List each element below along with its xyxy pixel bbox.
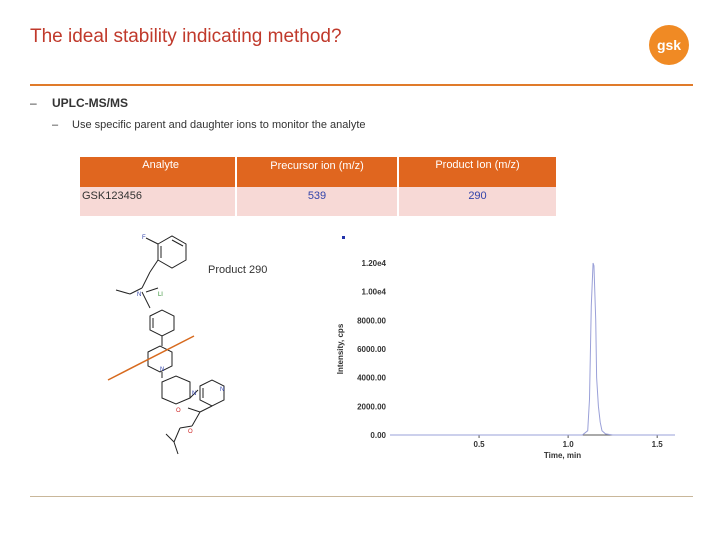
bullet-level-1-text: UPLC-MS/MS [52,96,128,110]
atom-label: N [220,387,224,393]
y-tick-label: 2000.00 [357,402,386,411]
atom-label: Ll [158,292,163,298]
y-tick-label: 4000.00 [357,374,386,383]
bullet-level-1: – UPLC-MS/MS [30,96,128,110]
x-tick-label: 0.5 [474,440,486,449]
series-line [390,262,675,436]
atom-label: N [160,367,164,373]
y-tick-label: 6000.00 [357,345,386,354]
atom-label: N [192,391,196,397]
product-fragment-label: Product 290 [208,264,268,276]
bullet-dash: – [30,96,37,110]
gsk-logo: gsk [649,25,689,65]
y-axis-label: Intensity, cps [336,323,345,374]
atom-label: N [137,292,141,298]
atom-label: F [142,235,146,241]
header-product: Product Ion (m/z) [397,157,556,187]
y-tick-label: 1.20e4 [362,259,387,268]
x-axis-label: Time, min [544,451,581,460]
bullet-level-2-text: Use specific parent and daughter ions to… [72,119,366,131]
header-precursor: Precursor ion (m/z) [235,157,398,187]
chemical-structure: F N Ll N N N O O [107,235,225,455]
atom-label: O [176,408,181,414]
cell-precursor: 539 [235,187,398,216]
table-header-row: Analyte Precursor ion (m/z) Product Ion … [80,157,556,187]
slide-title: The ideal stability indicating method? [30,26,342,47]
cell-product: 290 [397,187,556,216]
header-analyte: Analyte [80,157,236,187]
y-tick-label: 1.00e4 [362,288,387,297]
y-tick-label: 0.00 [370,431,386,440]
marker-dot [342,236,345,239]
x-tick-label: 1.5 [652,440,664,449]
atom-label: O [188,429,193,435]
bullet-level-2: – Use specific parent and daughter ions t… [52,119,366,131]
ion-table: Analyte Precursor ion (m/z) Product Ion … [80,157,556,216]
cell-analyte: GSK123456 [80,187,236,216]
table-row: GSK123456 539 290 [80,187,556,216]
footer-divider [30,496,693,497]
bullet-dash: – [52,119,59,131]
chromatogram-chart: 0.00 2000.00 4000.00 6000.00 8000.00 1.00e4 1.… [336,259,675,460]
x-tick-label: 1.0 [563,440,575,449]
y-tick-label: 8000.00 [357,316,386,325]
title-divider [30,84,693,86]
logo-text: gsk [657,37,681,53]
